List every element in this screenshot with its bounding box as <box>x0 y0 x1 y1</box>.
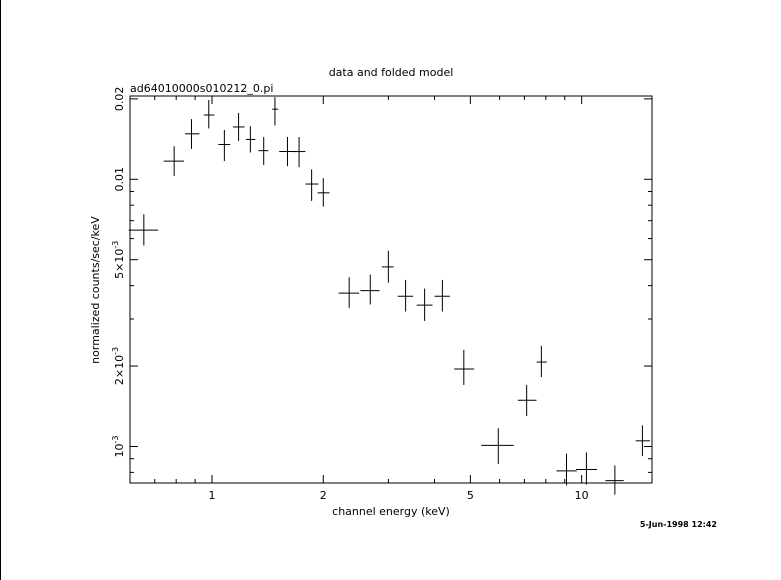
data-point <box>258 136 269 166</box>
y-tick-label: 2×10-3 <box>111 347 126 385</box>
y-tick-label: 0.01 <box>113 167 126 192</box>
y-axis-label: normalized counts/sec/keV <box>89 216 102 364</box>
data-point <box>360 274 380 305</box>
data-point <box>245 126 256 153</box>
data-point <box>556 453 577 486</box>
window-left-edge <box>0 0 1 580</box>
data-point <box>454 349 475 385</box>
x-tick-label: 1 <box>209 489 216 502</box>
y-tick-label-text: 0.02 <box>113 87 126 112</box>
data-point <box>397 279 414 312</box>
data-point <box>481 428 514 464</box>
data-point <box>434 279 450 312</box>
x-tick-label: 2 <box>320 489 327 502</box>
data-point <box>536 345 547 377</box>
x-axis-label: channel energy (keV) <box>332 505 450 518</box>
data-point <box>416 288 433 321</box>
y-tick-label: 5×10-3 <box>111 241 126 279</box>
data-point <box>635 425 650 457</box>
data-point <box>272 97 279 126</box>
x-tick-label: 5 <box>467 489 474 502</box>
data-point <box>218 129 231 162</box>
y-tick-label-text: 10 <box>113 443 126 457</box>
data-point <box>317 178 330 207</box>
y-tick-label: 0.02 <box>113 87 126 112</box>
plot-frame <box>129 95 653 484</box>
y-tick-label-exponent: -3 <box>111 347 120 355</box>
data-point <box>291 136 306 168</box>
chart-subtitle: ad64010000s010212_0.pi <box>130 82 273 95</box>
y-tick-label-text: 5×10 <box>113 249 126 279</box>
data-point <box>305 169 319 201</box>
y-tick-label-exponent: -3 <box>111 435 120 443</box>
y-tick-label: 10-3 <box>111 435 126 457</box>
data-point <box>128 214 159 246</box>
data-point <box>605 465 624 495</box>
y-tick-label-text: 0.01 <box>113 167 126 192</box>
data-point <box>338 277 360 308</box>
timestamp: 5-Jun-1998 12:42 <box>640 520 717 529</box>
data-point <box>575 452 597 485</box>
data-point <box>381 250 394 283</box>
data-point <box>184 119 200 149</box>
data-point <box>517 384 537 417</box>
chart-title: data and folded model <box>329 66 454 79</box>
x-tick-label: 10 <box>575 489 589 502</box>
y-tick-label-text: 2×10 <box>113 355 126 385</box>
data-point <box>163 146 185 176</box>
data-point <box>203 100 215 129</box>
data-point <box>233 113 245 142</box>
y-tick-label-exponent: -3 <box>111 241 120 249</box>
